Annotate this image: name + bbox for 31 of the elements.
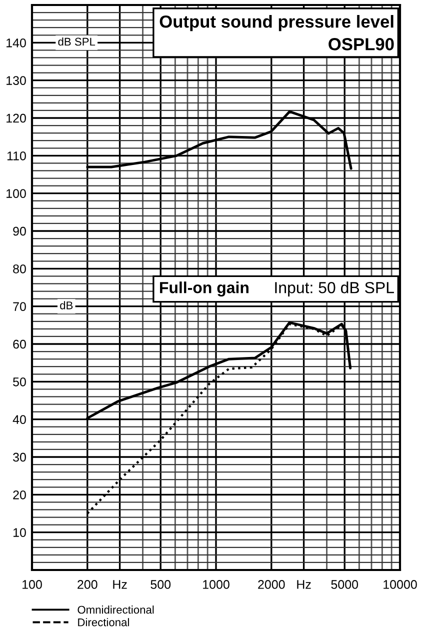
y-tick-label: 100 <box>6 189 26 198</box>
y-tick-label: 90 <box>13 226 26 236</box>
annotation: OSPL90 <box>328 38 394 50</box>
y-tick-label: 130 <box>6 76 26 85</box>
x-tick-label: 10000 <box>384 580 417 589</box>
x-tick-label: 500 <box>150 580 171 589</box>
legend-label: Omnidirectional <box>78 606 154 614</box>
x-tick-label: Hz <box>113 580 127 589</box>
y-tick-label: 40 <box>12 415 26 424</box>
legend-label: Directional <box>78 618 129 626</box>
x-tick-label: 200 <box>78 580 98 589</box>
y-tick-label: 70 <box>13 302 26 311</box>
y-tick-label: 10 <box>13 528 26 537</box>
y-tick-label: 140 <box>6 38 26 48</box>
y-tick-label: 20 <box>13 490 26 500</box>
y-tick-label: 30 <box>13 452 26 462</box>
annotation: Output sound pressure level <box>160 14 394 32</box>
x-tick-label: Hz <box>297 580 311 589</box>
y-tick-label: 120 <box>6 114 26 123</box>
x-tick-label: 100 <box>22 580 42 589</box>
x-tick-label: 2000 <box>258 580 285 589</box>
x-tick-label: 1000 <box>203 580 230 589</box>
annotation: dB <box>60 301 73 310</box>
annotation: dB SPL <box>58 37 96 46</box>
y-tick-label: 50 <box>13 377 26 386</box>
annotation: Full-on gain <box>160 282 248 296</box>
y-tick-label: 60 <box>13 340 26 349</box>
y-tick-label: 110 <box>7 151 26 160</box>
x-tick-label: 5000 <box>331 580 358 589</box>
y-tick-label: 80 <box>13 264 26 274</box>
annotation: Input: 50 dB SPL <box>275 282 394 296</box>
